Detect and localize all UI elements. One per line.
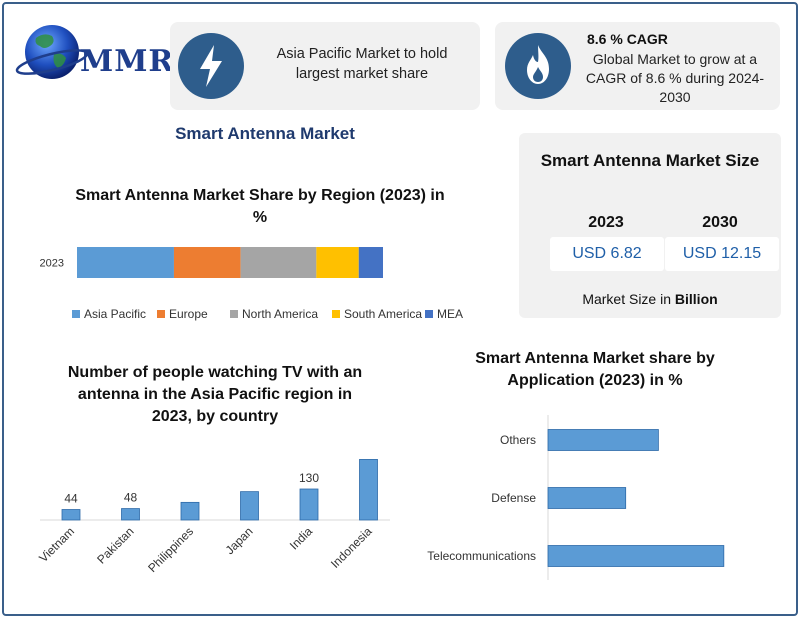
application-chart-title: Smart Antenna Market share by Applicatio… [475,350,715,389]
globe-icon [15,25,89,79]
application-share-chart: Others Defense Telecommunications [427,415,725,580]
market-size-footnote: Market Size in Billion [519,291,781,307]
legend-label-north-america: North America [242,307,318,321]
tick-label-defense: Defense [491,491,536,505]
tick-label-philippines: Philippines [145,524,196,575]
legend-label-asia-pacific: Asia Pacific [84,307,146,321]
bar-pakistan [121,508,140,521]
tick-label-japan: Japan [223,524,256,557]
highlight-card-region: Asia Pacific Market to hold largest mark… [170,22,480,110]
legend-swatch-mea [425,310,433,318]
highlight-text: Asia Pacific Market to hold largest mark… [276,46,448,82]
cagr-title: 8.6 % CAGR [587,31,668,47]
bar-philippines [180,501,200,521]
bar-vietnam [61,509,81,521]
bar-segment-south-america [316,247,359,278]
value-label-india: 130 [299,471,319,485]
legend-swatch-asia-pacific [72,310,80,318]
lightning-icon [178,33,244,99]
year-2030-label: 2030 [702,214,738,231]
value-label-pakistan: 48 [124,491,138,505]
logo-text: MMR [80,44,175,79]
tick-label-pakistan: Pakistan [94,524,136,566]
tick-label-india: India [287,524,316,553]
value-label-vietnam: 44 [64,492,78,506]
market-size-card: Smart Antenna Market Size 2023 2030 USD … [519,133,781,318]
tick-label-telecommunications: Telecommunications [427,549,536,563]
market-size-title: Smart Antenna Market Size [540,151,760,170]
bar-telecommunications [547,545,725,567]
footnote-prefix: Market Size in [582,291,675,307]
market-size-2023-value: USD 6.82 [550,237,664,271]
tv-viewers-chart: 44 Vietnam 48 Pakistan Philippines Japan 130 In… [36,459,390,575]
legend-swatch-south-america [332,310,340,318]
bar-segment-europe [173,247,241,278]
bar-segment-mea [358,247,383,278]
tick-label-others: Others [500,433,536,447]
region-share-chart: 2023 Asia Pacific Europe North America South… [40,247,463,321]
year-2023-label: 2023 [588,214,624,231]
category-label: 2023 [40,258,64,270]
page-title: Smart Antenna Market [175,124,355,143]
bar-indonesia [359,459,378,521]
cagr-text: Global Market to grow at a CAGR of 8.6 %… [585,51,765,105]
bar-others [547,429,659,451]
bar-japan [240,491,259,521]
flame-icon [505,33,571,99]
legend-label-south-america: South America [344,307,422,321]
tick-label-indonesia: Indonesia [328,524,375,571]
bar-segment-asia-pacific [77,247,174,278]
legend-label-mea: MEA [437,307,463,321]
footnote-unit: Billion [674,291,718,307]
tv-chart-title: Number of people watching TV with an ant… [67,364,363,425]
highlight-card-cagr: 8.6 % CAGR Global Market to grow at a CA… [495,22,780,110]
bar-segment-north-america [240,247,317,278]
bar-india [299,488,319,521]
market-size-2030-value: USD 12.15 [665,237,779,271]
legend-label-europe: Europe [169,307,208,321]
mmr-logo: MMR [14,18,173,88]
tick-label-vietnam: Vietnam [36,524,77,565]
legend-swatch-europe [157,310,165,318]
bar-defense [547,487,627,509]
region-chart-title: Smart Antenna Market Share by Region (20… [75,187,445,226]
legend-swatch-north-america [230,310,238,318]
